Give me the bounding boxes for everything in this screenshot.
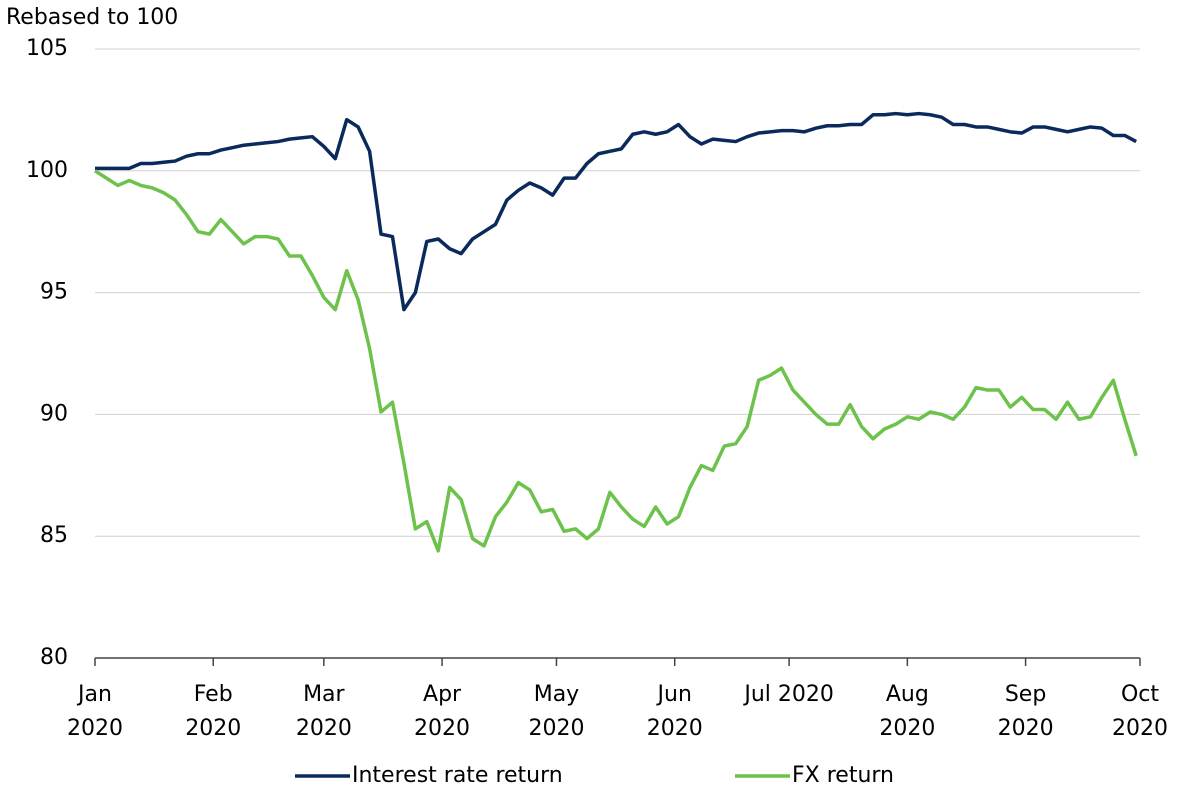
y-tick-label: 85 [40, 523, 68, 548]
x-tick-label: Mar 2020 [295, 682, 352, 741]
y-tick-label: 95 [40, 280, 68, 305]
x-tick-label: Aug 2020 [879, 682, 936, 741]
y-tick-label: 100 [26, 158, 68, 183]
y-axis-label: Rebased to 100 [6, 5, 178, 30]
y-tick-label: 105 [26, 36, 68, 61]
line-series [94, 169, 1138, 553]
x-tick-label: Apr 2020 [414, 682, 471, 741]
x-tick-label: Sep 2020 [997, 682, 1054, 741]
legend-label: FX return [792, 763, 894, 788]
x-tick-label: May 2020 [528, 682, 585, 741]
x-tick-label: Feb 2020 [185, 682, 242, 741]
x-tick-label: Oct 2020 [1112, 682, 1168, 741]
line-series [95, 111, 1138, 312]
x-tick-label: Jan 2020 [67, 682, 123, 741]
y-tick-label: 90 [40, 401, 68, 426]
x-tick-label: Jun 2020 [646, 682, 703, 741]
legend-label: Interest rate return [352, 763, 563, 788]
y-tick-label: 80 [40, 645, 68, 670]
x-tick-label: Jul 2020 [744, 682, 834, 707]
